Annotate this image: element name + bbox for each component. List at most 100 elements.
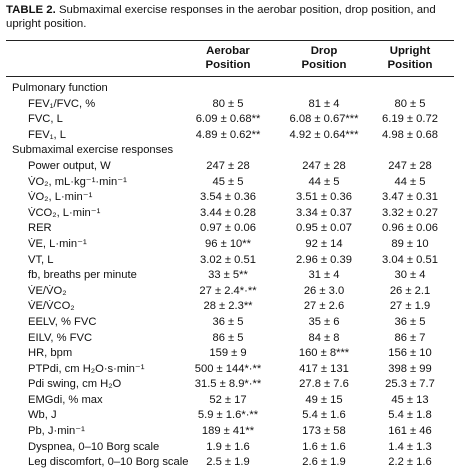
- table-caption-label: TABLE 2.: [6, 4, 56, 16]
- row-label: Leg discomfort, 0–10 Borg scale: [28, 456, 189, 469]
- row-label: Power output, W: [28, 159, 111, 172]
- table-cell: 2.2 ± 1.6: [388, 456, 432, 469]
- table-cell: 81 ± 4: [308, 97, 340, 110]
- table-row: V̇E/V̇O₂ 27 ± 2.4*·** 26 ± 3.0 26 ± 2.1: [6, 284, 454, 300]
- table-cell: 49 ± 15: [305, 393, 343, 406]
- table-row: V̇E, L·min⁻¹ 96 ± 10** 92 ± 14 89 ± 10: [6, 237, 454, 253]
- column-header-line: Position: [205, 59, 251, 71]
- section-label: Pulmonary function: [12, 82, 108, 94]
- table-cell: 3.47 ± 0.31: [382, 191, 438, 204]
- table-cell: 156 ± 10: [388, 347, 432, 360]
- table-cell: 2.5 ± 1.9: [206, 456, 250, 469]
- table-cell: 398 ± 99: [388, 362, 432, 375]
- table-caption: TABLE 2. Submaximal exercise responses i…: [6, 3, 452, 31]
- header-rule: [6, 76, 454, 77]
- table-cell: 31 ± 4: [308, 269, 340, 282]
- table-cell: 5.4 ± 1.8: [388, 409, 432, 422]
- table-cell: 31.5 ± 8.9*·**: [194, 378, 262, 391]
- table-cell: 5.4 ± 1.6: [302, 409, 346, 422]
- table-cell: 4.98 ± 0.68: [382, 128, 438, 141]
- table-row: EMGdi, % max 52 ± 17 49 ± 15 45 ± 13: [6, 393, 454, 409]
- table-cell: 0.96 ± 0.06: [382, 222, 438, 235]
- table-cell: 27.8 ± 7.6: [299, 378, 349, 391]
- table-row: FEV₁/FVC, % 80 ± 5 81 ± 4 80 ± 5: [6, 97, 454, 113]
- table-cell: 3.02 ± 0.51: [200, 253, 256, 266]
- table-row: V̇CO₂, L·min⁻¹ 3.44 ± 0.28 3.34 ± 0.37 3.32…: [6, 206, 454, 222]
- table-row: Power output, W 247 ± 28 247 ± 28 247 ± 28: [6, 159, 454, 175]
- table-row: FVC, L 6.09 ± 0.68** 6.08 ± 0.67*** 6.19 ± …: [6, 112, 454, 128]
- row-label: FEV₁, L: [28, 128, 66, 141]
- table-row: Pb, J·min⁻¹ 189 ± 41** 173 ± 58 161 ± 46: [6, 424, 454, 440]
- table-cell: 5.9 ± 1.6*·**: [197, 409, 259, 422]
- table-cell: 52 ± 17: [209, 393, 247, 406]
- row-label: RER: [28, 222, 52, 235]
- row-label: Dyspnea, 0–10 Borg scale: [28, 440, 160, 453]
- table-cell: 84 ± 8: [308, 331, 340, 344]
- row-label: V̇E/V̇O₂: [28, 284, 67, 297]
- table-cell: 27 ± 2.6: [303, 300, 345, 313]
- table-cell: 80 ± 5: [212, 97, 244, 110]
- table-cell: 6.09 ± 0.68**: [195, 113, 261, 126]
- row-label: HR, bpm: [28, 347, 73, 360]
- row-label: EILV, % FVC: [28, 331, 93, 344]
- table-cell: 92 ± 14: [305, 237, 343, 250]
- row-label: V̇O₂, L·min⁻¹: [28, 191, 93, 204]
- table-cell: 80 ± 5: [394, 97, 426, 110]
- table-cell: 6.19 ± 0.72: [382, 113, 438, 126]
- row-label: VT, L: [28, 253, 54, 266]
- table-cell: 500 ± 144*·**: [194, 362, 262, 375]
- row-label: Wb, J: [28, 409, 57, 422]
- table-cell: 3.44 ± 0.28: [200, 206, 256, 219]
- column-header-line: Position: [301, 59, 347, 71]
- table-cell: 44 ± 5: [308, 175, 340, 188]
- table-cell: 4.89 ± 0.62**: [195, 128, 261, 141]
- table-row: EILV, % FVC 86 ± 5 84 ± 8 86 ± 7: [6, 331, 454, 347]
- table-caption-text: Submaximal exercise responses in the aer…: [6, 4, 436, 30]
- column-header-line: Aerobar: [206, 45, 250, 57]
- table-cell: 160 ± 8***: [298, 347, 350, 360]
- table-cell: 2.6 ± 1.9: [302, 456, 346, 469]
- top-rule: [6, 40, 454, 41]
- column-header-line: Position: [387, 59, 433, 71]
- table-cell: 0.95 ± 0.07: [296, 222, 352, 235]
- section-label: Submaximal exercise responses: [12, 144, 174, 157]
- row-label: Pb, J·min⁻¹: [28, 425, 85, 438]
- table-cell: 28 ± 2.3**: [203, 300, 253, 313]
- table-cell: 89 ± 10: [391, 237, 429, 250]
- row-label: V̇O₂, mL·kg⁻¹·min⁻¹: [28, 175, 127, 188]
- table-cell: 159 ± 9: [209, 347, 247, 360]
- table-cell: 36 ± 5: [394, 315, 426, 328]
- table-cell: 4.92 ± 0.64***: [289, 128, 359, 141]
- column-header-aerobar: Aerobar Position: [182, 44, 274, 72]
- table-body: Pulmonary function FEV₁/FVC, % 80 ± 5 81 ± …: [6, 81, 454, 471]
- table-cell: 247 ± 28: [388, 159, 432, 172]
- table-cell: 44 ± 5: [394, 175, 426, 188]
- row-label: V̇CO₂, L·min⁻¹: [28, 206, 101, 219]
- table-row: PTPdi, cm H₂O·s·min⁻¹ 500 ± 144*·** 417 ± …: [6, 362, 454, 378]
- column-header-line: Upright: [389, 45, 431, 57]
- table-row: EELV, % FVC 36 ± 5 35 ± 6 36 ± 5: [6, 315, 454, 331]
- table-cell: 33 ± 5**: [208, 269, 248, 282]
- section-heading: Pulmonary function: [6, 81, 454, 97]
- row-label: V̇E, L·min⁻¹: [28, 237, 87, 250]
- table-cell: 3.51 ± 0.36: [296, 191, 352, 204]
- row-label: fb, breaths per minute: [28, 269, 137, 282]
- table-row: RER 0.97 ± 0.06 0.95 ± 0.07 0.96 ± 0.06: [6, 221, 454, 237]
- table-cell: 26 ± 2.1: [389, 284, 431, 297]
- table-row: V̇E/V̇CO₂ 28 ± 2.3** 27 ± 2.6 27 ± 1.9: [6, 299, 454, 315]
- table-row: fb, breaths per minute 33 ± 5** 31 ± 4 30 ±…: [6, 268, 454, 284]
- table-cell: 161 ± 46: [388, 425, 432, 438]
- table-cell: 36 ± 5: [212, 315, 244, 328]
- table-cell: 417 ± 131: [299, 362, 349, 375]
- table-row: Pdi swing, cm H₂O 31.5 ± 8.9*·** 27.8 ± 7.…: [6, 377, 454, 393]
- row-label: EMGdi, % max: [28, 393, 103, 406]
- table-cell: 2.96 ± 0.39: [296, 253, 352, 266]
- row-label: Pdi swing, cm H₂O: [28, 378, 122, 391]
- table-cell: 27 ± 1.9: [389, 300, 431, 313]
- table-cell: 35 ± 6: [308, 315, 340, 328]
- table-row: Wb, J 5.9 ± 1.6*·** 5.4 ± 1.6 5.4 ± 1.8: [6, 408, 454, 424]
- table-cell: 247 ± 28: [206, 159, 250, 172]
- table-row: Leg discomfort, 0–10 Borg scale 2.5 ± 1.9…: [6, 455, 454, 471]
- table-cell: 25.3 ± 7.7: [385, 378, 435, 391]
